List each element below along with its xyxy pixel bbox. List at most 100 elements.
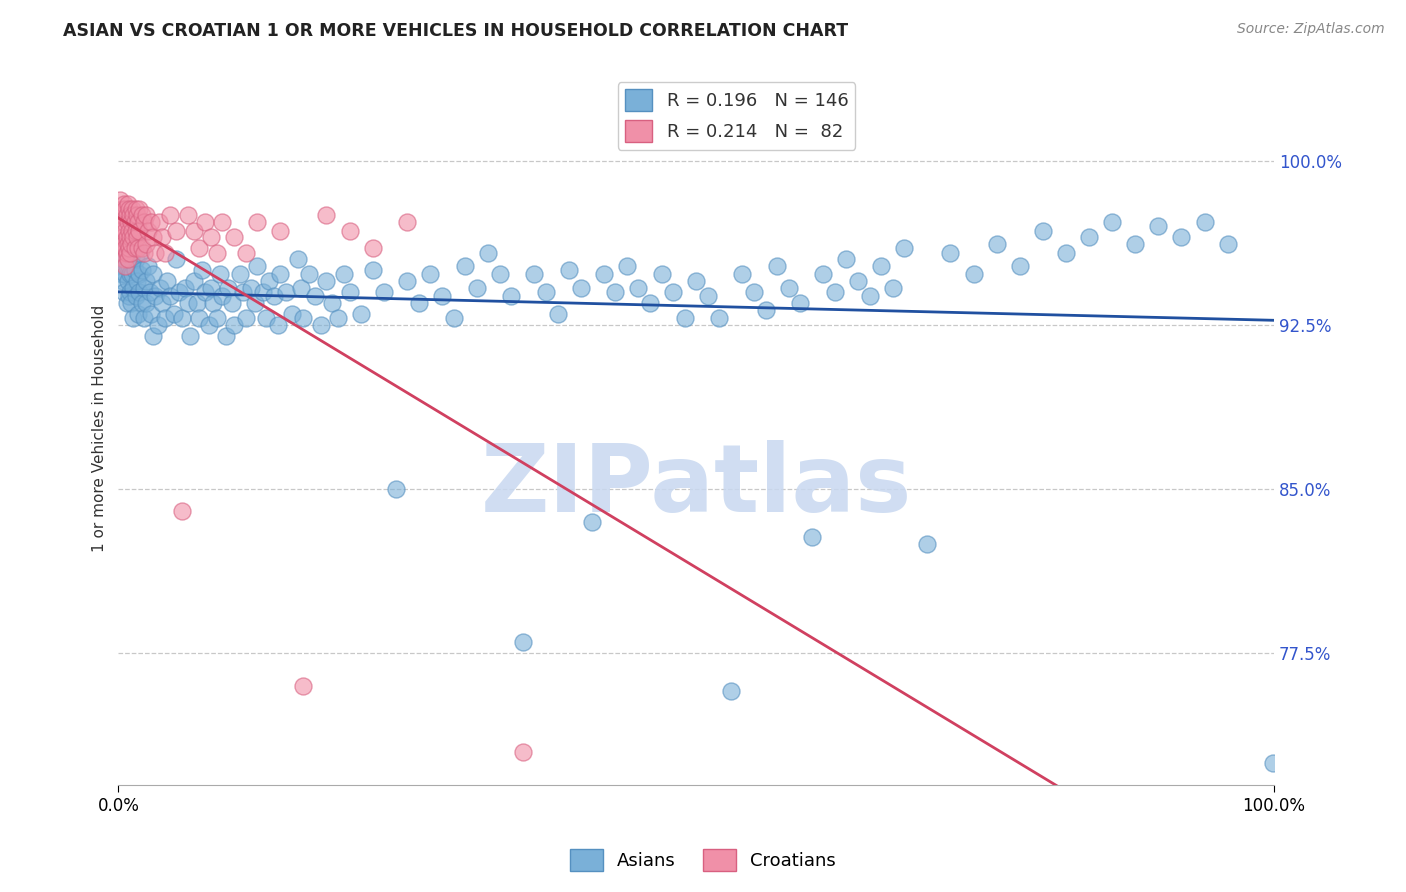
Point — [858, 289, 880, 303]
Point — [111, 202, 134, 216]
Point — [118, 208, 141, 222]
Point — [512, 635, 534, 649]
Point — [650, 268, 672, 282]
Point — [813, 268, 835, 282]
Point — [211, 289, 233, 303]
Point — [118, 245, 141, 260]
Point — [118, 268, 141, 282]
Point — [501, 289, 523, 303]
Point — [800, 530, 823, 544]
Point — [547, 307, 569, 321]
Point — [165, 252, 187, 267]
Point — [709, 311, 731, 326]
Point — [112, 215, 135, 229]
Point — [128, 224, 150, 238]
Point — [132, 311, 155, 326]
Point — [384, 482, 406, 496]
Point — [835, 252, 858, 267]
Point — [129, 245, 152, 260]
Point — [111, 241, 134, 255]
Point — [120, 215, 142, 229]
Point — [488, 268, 510, 282]
Point — [246, 259, 269, 273]
Point — [183, 224, 205, 238]
Point — [269, 268, 291, 282]
Point — [267, 318, 290, 332]
Point — [112, 197, 135, 211]
Point — [153, 311, 176, 326]
Point — [121, 202, 143, 216]
Point — [138, 285, 160, 299]
Point — [114, 268, 136, 282]
Point — [290, 280, 312, 294]
Point — [139, 307, 162, 321]
Point — [111, 224, 134, 238]
Point — [125, 208, 148, 222]
Point — [939, 245, 962, 260]
Point — [138, 259, 160, 273]
Point — [1054, 245, 1077, 260]
Point — [232, 285, 254, 299]
Point — [118, 289, 141, 303]
Point — [465, 280, 488, 294]
Point — [127, 215, 149, 229]
Point — [131, 263, 153, 277]
Point — [215, 328, 238, 343]
Point — [115, 259, 138, 273]
Point — [156, 274, 179, 288]
Point — [135, 208, 157, 222]
Point — [179, 328, 201, 343]
Point — [167, 285, 190, 299]
Point — [477, 245, 499, 260]
Point — [396, 215, 419, 229]
Point — [298, 268, 321, 282]
Point — [304, 289, 326, 303]
Point — [120, 252, 142, 267]
Point — [128, 202, 150, 216]
Point — [118, 230, 141, 244]
Point — [696, 289, 718, 303]
Point — [131, 241, 153, 255]
Point — [882, 280, 904, 294]
Point — [638, 296, 661, 310]
Point — [127, 241, 149, 255]
Point — [165, 224, 187, 238]
Point — [1194, 215, 1216, 229]
Point — [263, 289, 285, 303]
Point — [1101, 215, 1123, 229]
Point — [419, 268, 441, 282]
Point — [1261, 756, 1284, 770]
Point — [125, 289, 148, 303]
Point — [121, 241, 143, 255]
Point — [350, 307, 373, 321]
Point — [200, 280, 222, 294]
Point — [202, 296, 225, 310]
Point — [592, 268, 614, 282]
Point — [124, 241, 146, 255]
Point — [269, 224, 291, 238]
Point — [205, 245, 228, 260]
Point — [339, 285, 361, 299]
Point — [122, 311, 145, 326]
Point — [135, 296, 157, 310]
Point — [627, 280, 650, 294]
Point — [115, 245, 138, 260]
Point — [662, 285, 685, 299]
Point — [170, 311, 193, 326]
Point — [221, 296, 243, 310]
Point — [115, 296, 138, 310]
Point — [217, 280, 239, 294]
Point — [183, 274, 205, 288]
Point — [132, 245, 155, 260]
Point — [117, 252, 139, 267]
Point — [512, 745, 534, 759]
Point — [117, 197, 139, 211]
Point — [222, 318, 245, 332]
Point — [118, 224, 141, 238]
Y-axis label: 1 or more Vehicles in Household: 1 or more Vehicles in Household — [93, 305, 107, 552]
Point — [408, 296, 430, 310]
Text: ZIPatlas: ZIPatlas — [481, 440, 912, 532]
Point — [110, 230, 132, 244]
Point — [1123, 236, 1146, 251]
Point — [112, 245, 135, 260]
